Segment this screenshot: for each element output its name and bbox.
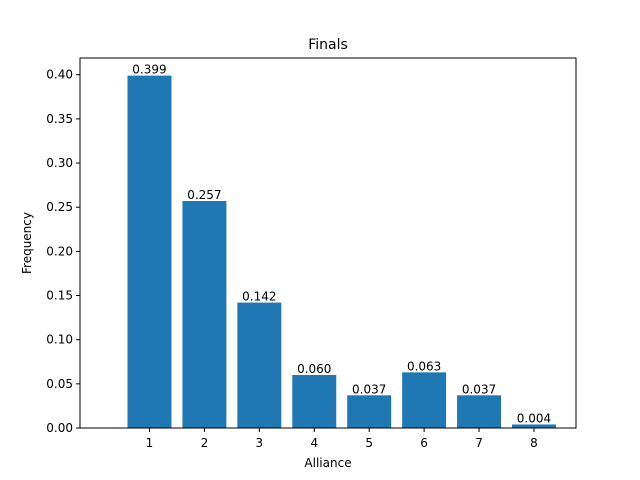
y-tick-label: 0.15 xyxy=(46,289,73,303)
x-tick-label: 1 xyxy=(146,436,154,450)
x-tick-label: 5 xyxy=(365,436,373,450)
y-tick-label: 0.20 xyxy=(46,244,73,258)
bar-7 xyxy=(457,395,502,428)
bar-6 xyxy=(402,372,447,428)
x-tick-label: 8 xyxy=(530,436,538,450)
y-axis-label: Frequency xyxy=(20,212,34,274)
x-tick-label: 6 xyxy=(420,436,428,450)
y-tick-label: 0.30 xyxy=(46,156,73,170)
y-tick-label: 0.10 xyxy=(46,333,73,347)
y-tick-label: 0.25 xyxy=(46,200,73,214)
y-tick-label: 0.00 xyxy=(46,421,73,435)
y-tick-label: 0.35 xyxy=(46,112,73,126)
bar-value-label-2: 0.257 xyxy=(187,188,221,202)
bar-4 xyxy=(292,375,337,428)
bar-value-label-7: 0.037 xyxy=(462,382,496,396)
bar-1 xyxy=(127,75,172,428)
bar-8 xyxy=(512,424,556,428)
bar-value-label-3: 0.142 xyxy=(242,290,276,304)
x-axis: 1 2 3 4 5 6 7 8 xyxy=(146,428,538,450)
x-axis-label: Alliance xyxy=(304,456,351,470)
bar-value-label-8: 0.004 xyxy=(517,411,551,425)
y-tick-label: 0.40 xyxy=(46,68,73,82)
bar-value-label-6: 0.063 xyxy=(407,359,441,373)
plot-frame xyxy=(79,57,577,429)
x-tick-label: 3 xyxy=(256,436,264,450)
bar-value-label-1: 0.399 xyxy=(132,63,166,77)
bar-2 xyxy=(182,201,227,428)
bar-value-label-4: 0.060 xyxy=(297,362,331,376)
x-tick-label: 2 xyxy=(201,436,209,450)
chart-title: Finals xyxy=(308,37,348,53)
bar-3 xyxy=(237,302,282,428)
y-axis: 0.00 0.05 0.10 0.15 0.20 0.25 0.30 0.35 0.40 xyxy=(46,68,80,435)
x-tick-label: 4 xyxy=(310,436,318,450)
x-tick-label: 7 xyxy=(475,436,483,450)
bar-labels-group: 0.399 0.257 0.142 0.060 0.037 0.063 0.037 0.004 xyxy=(132,63,551,426)
bars-group xyxy=(127,75,556,428)
bar-5 xyxy=(347,395,392,428)
bar-value-label-5: 0.037 xyxy=(352,382,386,396)
y-tick-label: 0.05 xyxy=(46,377,73,391)
